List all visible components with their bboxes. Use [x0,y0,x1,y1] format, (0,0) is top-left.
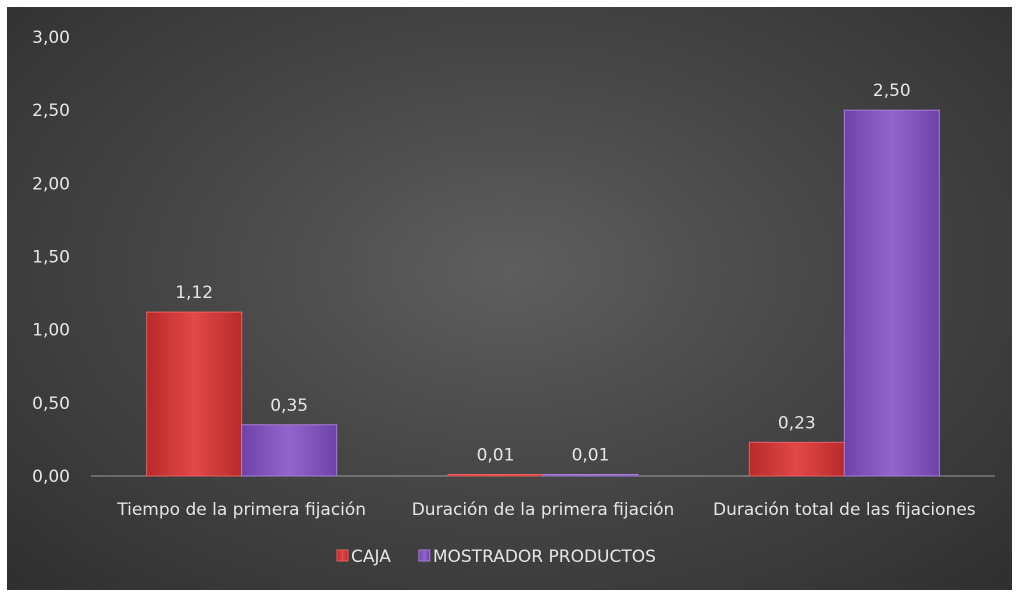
x-category-label: Duración de la primera fijación [412,500,675,520]
bar-caja-0 [146,311,243,477]
legend-swatch-mostrador [418,549,431,562]
chart-area: 0,00 0,50 1,00 1,50 2,00 2,50 3,00 1,12 0,35 Tie… [7,7,1012,590]
data-label: 0,35 [270,396,308,416]
data-label: 0,01 [477,446,515,466]
data-label: 0,23 [778,413,816,433]
bar-mostrador-2 [843,109,940,477]
bar-caja-2 [748,441,845,477]
data-label: 2,50 [873,81,911,101]
data-label: 1,12 [175,283,213,303]
bar-chart: 0,00 0,50 1,00 1,50 2,00 2,50 3,00 1,12 0,35 Tie… [32,28,995,567]
data-label: 0,01 [572,446,610,466]
legend-label: MOSTRADOR PRODUCTOS [433,547,656,567]
legend-label: CAJA [351,547,391,567]
y-tick-label: 1,00 [32,321,70,341]
y-tick-label: 1,50 [32,248,70,268]
y-tick-label: 3,00 [32,28,70,48]
y-tick-label: 2,00 [32,174,70,194]
bar-caja-1 [447,474,544,477]
x-category-label: Tiempo de la primera fijación [116,500,366,520]
x-category-label: Duración total de las fijaciones [713,500,976,520]
legend-swatch-caja [336,549,349,562]
y-tick-label: 0,50 [32,394,70,414]
bar-mostrador-1 [542,474,639,477]
y-tick-label: 0,00 [32,467,70,487]
bar-mostrador-0 [241,424,338,477]
y-tick-label: 2,50 [32,101,70,121]
